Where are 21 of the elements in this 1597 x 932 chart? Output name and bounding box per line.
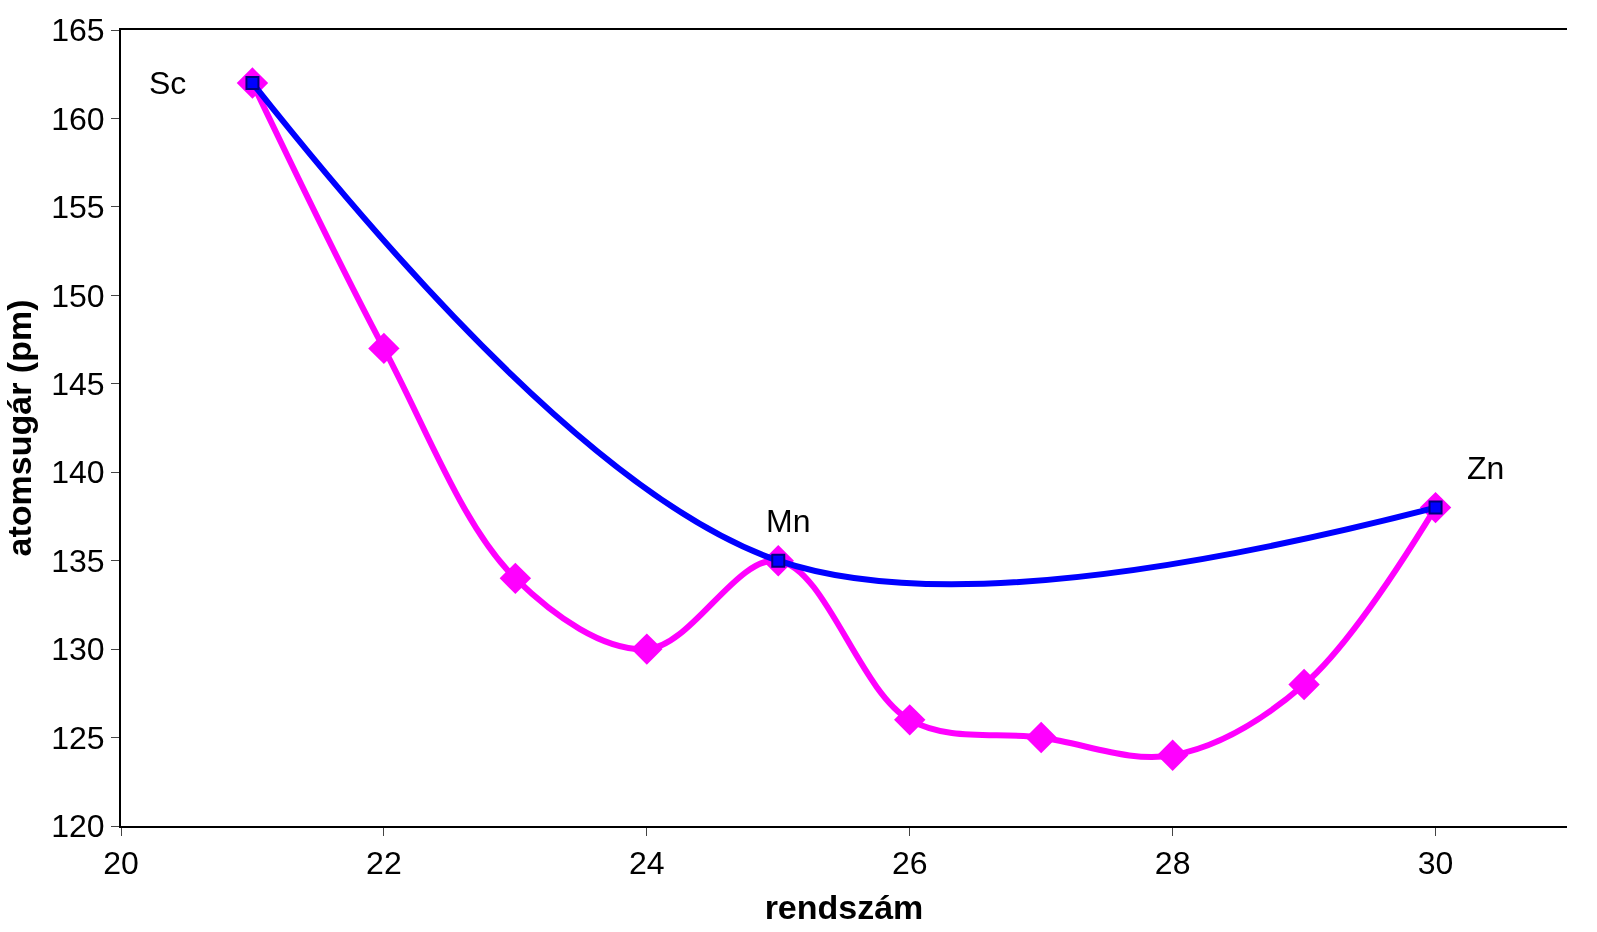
y-tick-label: 155 bbox=[51, 189, 105, 226]
y-axis-title: atomsugár (pm) bbox=[0, 299, 38, 557]
y-tick-label: 135 bbox=[51, 542, 105, 579]
x-tick-label: 24 bbox=[629, 845, 665, 882]
annotation: Zn bbox=[1467, 450, 1505, 486]
annotation: Sc bbox=[149, 65, 187, 101]
y-tick-label: 130 bbox=[51, 631, 105, 668]
y-tick-label: 120 bbox=[51, 808, 105, 845]
y-tick-label: 140 bbox=[51, 454, 105, 491]
y-tick-label: 165 bbox=[51, 12, 105, 49]
y-tick-label: 125 bbox=[51, 719, 105, 756]
x-tick-label: 30 bbox=[1417, 845, 1454, 882]
y-tick-label: 150 bbox=[51, 277, 105, 314]
annotation: Mn bbox=[766, 503, 811, 539]
x-tick-label: 28 bbox=[1154, 845, 1191, 882]
x-tick-label: 20 bbox=[103, 845, 139, 882]
x-tick-label: 22 bbox=[366, 845, 402, 882]
y-tick-label: 145 bbox=[51, 365, 105, 402]
y-tick-label: 160 bbox=[51, 100, 105, 137]
x-tick-label: 26 bbox=[891, 845, 928, 882]
x-axis-title: rendszám bbox=[764, 888, 924, 927]
